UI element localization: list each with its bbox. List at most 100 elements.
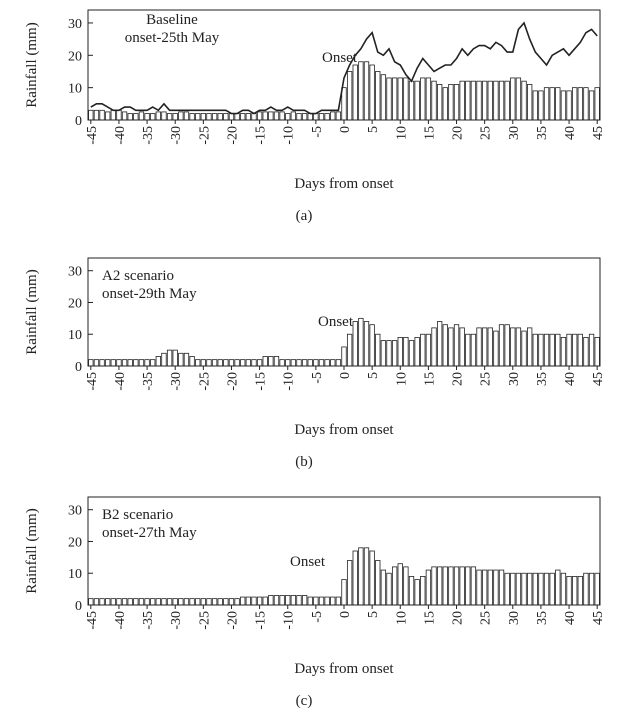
bar <box>138 111 145 121</box>
bar <box>442 87 448 121</box>
bar <box>397 77 403 121</box>
x-tick-label: 5 <box>366 126 381 133</box>
bar <box>206 113 212 121</box>
x-tick-label: 40 <box>563 611 578 625</box>
y-tick-label: 20 <box>68 296 82 311</box>
y-tick-label: 30 <box>68 504 82 519</box>
bar <box>251 596 257 606</box>
bar <box>262 356 268 367</box>
bar <box>363 321 370 367</box>
x-tick-label: 30 <box>507 126 522 140</box>
bar <box>324 113 330 121</box>
bar <box>408 340 415 367</box>
bar <box>121 598 128 606</box>
bar <box>133 113 139 121</box>
bar <box>228 598 235 606</box>
bar <box>555 87 561 121</box>
bar <box>290 111 297 121</box>
bar <box>470 566 477 606</box>
bar <box>527 84 533 121</box>
x-tick-label: -40 <box>113 611 128 630</box>
bar <box>307 596 313 606</box>
bar <box>256 359 263 367</box>
x-tick-label: 10 <box>394 611 409 625</box>
panel-label: (a) <box>296 208 313 224</box>
bar <box>301 113 308 121</box>
x-tick-label: -35 <box>141 372 156 391</box>
bar <box>510 327 516 367</box>
y-axis-label: Rainfall (mm) <box>24 22 40 107</box>
bar <box>211 113 218 121</box>
bar <box>121 111 128 121</box>
bar <box>307 359 313 367</box>
bar <box>251 359 257 367</box>
x-tick-label: 35 <box>535 372 550 386</box>
x-tick-label: -5 <box>310 126 325 138</box>
bar <box>133 359 139 367</box>
bar <box>403 337 409 367</box>
bar <box>459 566 465 606</box>
bar <box>346 560 353 606</box>
bar <box>436 321 443 367</box>
bar <box>318 113 325 121</box>
bar <box>538 90 544 121</box>
onset-label: Onset <box>318 314 354 330</box>
x-tick-label: -20 <box>225 372 240 391</box>
bar <box>150 359 156 367</box>
bar <box>532 572 538 606</box>
x-tick-label: 35 <box>535 611 550 625</box>
bar <box>583 87 589 121</box>
bar <box>408 80 415 121</box>
bar <box>420 576 426 606</box>
bar <box>391 77 398 121</box>
bar <box>341 87 347 121</box>
x-tick-label: 30 <box>507 611 522 625</box>
bar <box>268 111 274 121</box>
bar <box>380 340 387 367</box>
bar <box>521 80 527 121</box>
x-tick-label: -35 <box>141 126 156 145</box>
bar <box>290 595 297 606</box>
bar <box>330 359 336 367</box>
x-tick-label: 20 <box>451 372 466 386</box>
x-tick-label: -30 <box>169 611 184 630</box>
bar <box>88 598 94 606</box>
x-tick-label: 10 <box>394 126 409 140</box>
bar <box>560 90 567 121</box>
y-tick-label: 10 <box>68 82 82 97</box>
bar <box>470 80 477 121</box>
bar <box>453 84 460 121</box>
bar <box>110 598 116 606</box>
bar <box>273 356 280 367</box>
bar <box>482 80 488 121</box>
bar <box>532 90 538 121</box>
bar <box>324 359 330 367</box>
x-tick-label: 20 <box>451 611 466 625</box>
x-tick-label: 5 <box>366 372 381 379</box>
bar <box>178 111 184 121</box>
bar <box>183 111 190 121</box>
bar <box>515 327 522 367</box>
x-tick-label: 40 <box>563 372 578 386</box>
bar <box>425 77 432 121</box>
bar <box>144 359 150 367</box>
bar <box>352 321 358 367</box>
bar <box>487 327 493 367</box>
bar <box>223 359 229 367</box>
bar <box>414 579 420 606</box>
bar <box>262 111 268 121</box>
bar <box>330 111 336 121</box>
bar <box>482 569 488 606</box>
bar <box>172 598 178 606</box>
bar <box>352 64 358 121</box>
bar <box>268 595 274 606</box>
bar <box>487 569 493 606</box>
bar <box>470 333 477 367</box>
bar <box>285 359 291 367</box>
bar <box>240 359 246 367</box>
bar <box>560 337 567 367</box>
bar <box>408 576 415 606</box>
x-tick-label: 25 <box>479 611 494 625</box>
bar <box>223 598 229 606</box>
